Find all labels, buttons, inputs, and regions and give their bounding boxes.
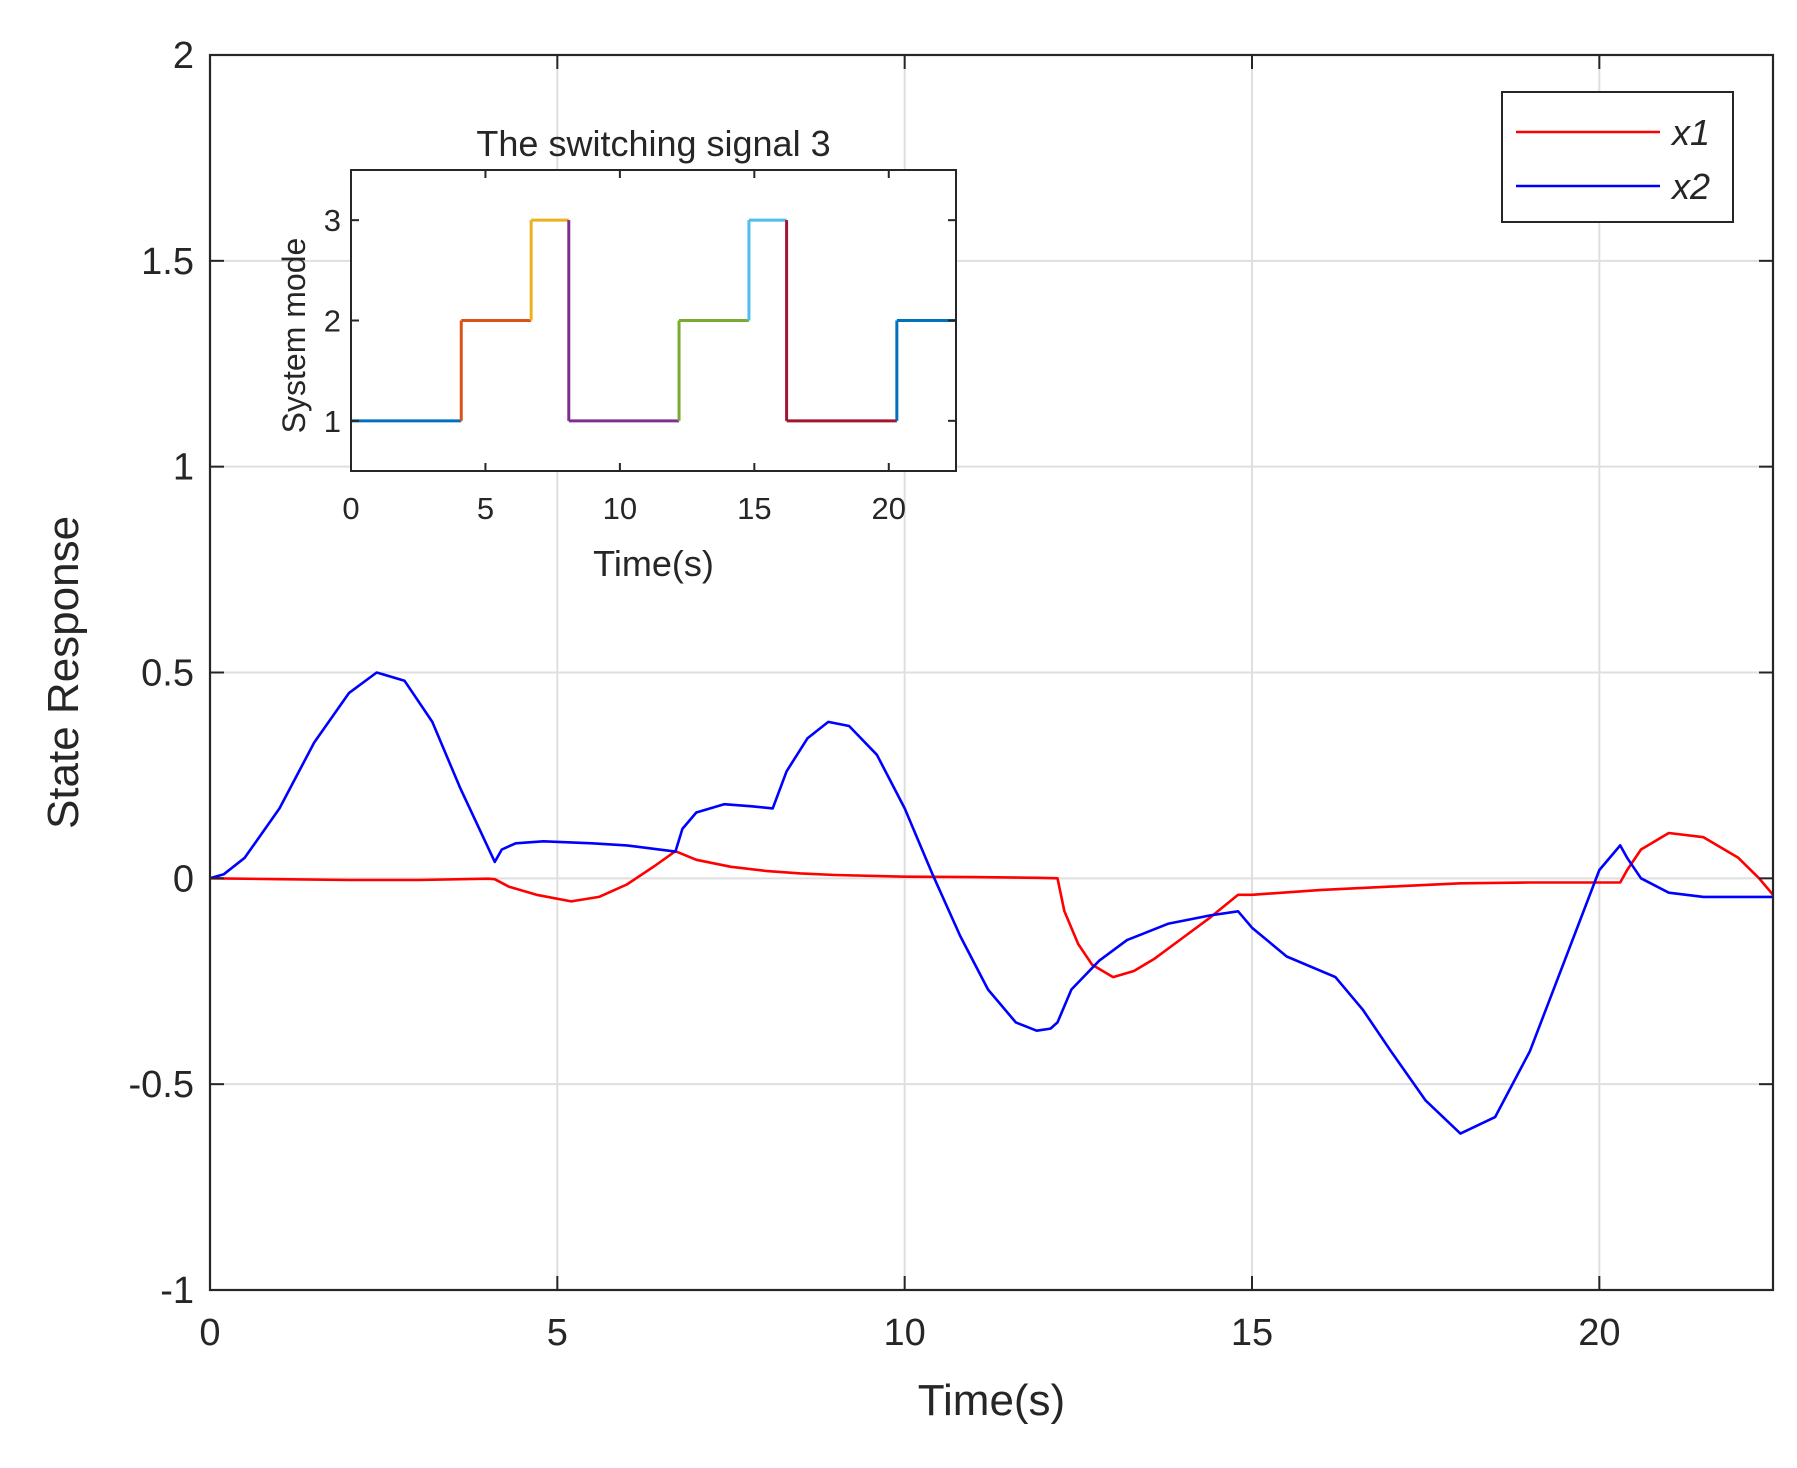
main-x-tick-label: 15 <box>1231 1312 1273 1354</box>
inset-ticks: 0 5 10 15 20 1 2 3 <box>324 170 956 526</box>
main-y-tick-label: 0 <box>173 858 194 900</box>
main-ticks: 0 5 10 15 20-1-0.500.511.52 <box>129 35 1773 1354</box>
main-x-tick-label: 0 <box>199 1312 220 1354</box>
main-x-tick-label: 20 <box>1578 1312 1620 1354</box>
main-y-tick-label: 1 <box>173 447 194 489</box>
inset-x-tick-label: 20 <box>872 491 906 526</box>
series-line-x2 <box>209 671 1773 1135</box>
main-series-lines <box>209 671 1774 1135</box>
main-y-tick-label: 2 <box>173 35 194 77</box>
legend-box <box>1501 91 1734 223</box>
main-y-tick-label: 0.5 <box>141 653 194 695</box>
inset-y-tick-label: 2 <box>324 304 341 339</box>
inset-y-axis-label: System mode <box>276 238 312 434</box>
inset-y-tick-label: 3 <box>324 203 341 238</box>
inset-x-tick-label: 0 <box>342 491 359 526</box>
main-y-tick-label: -0.5 <box>129 1064 194 1106</box>
inset-mode-segments <box>351 218 956 423</box>
main-x-tick-label: 10 <box>884 1312 926 1354</box>
inset-x-axis-label: Time(s) <box>593 543 714 584</box>
inset-title: The switching signal 3 <box>476 123 830 164</box>
inset-y-tick-label: 1 <box>324 404 341 439</box>
main-y-axis-label: State Response <box>39 516 88 829</box>
main-x-axis-label: Time(s) <box>918 1376 1065 1425</box>
legend-label-x1: x1 <box>1670 112 1710 153</box>
inset-x-tick-label: 5 <box>477 491 494 526</box>
main-x-tick-label: 5 <box>547 1312 568 1354</box>
series-line-x1 <box>209 831 1774 979</box>
main-y-tick-label: 1.5 <box>141 241 194 283</box>
main-y-tick-label: -1 <box>160 1270 194 1312</box>
inset-plot-area <box>351 170 956 471</box>
legend: x1 x2 <box>1501 91 1734 223</box>
inset-x-tick-label: 15 <box>737 491 771 526</box>
legend-label-x2: x2 <box>1670 166 1710 207</box>
inset-plot: 0 5 10 15 20 1 2 3 The switching signal 3 Time(… <box>276 123 957 584</box>
inset-x-tick-label: 10 <box>603 491 637 526</box>
